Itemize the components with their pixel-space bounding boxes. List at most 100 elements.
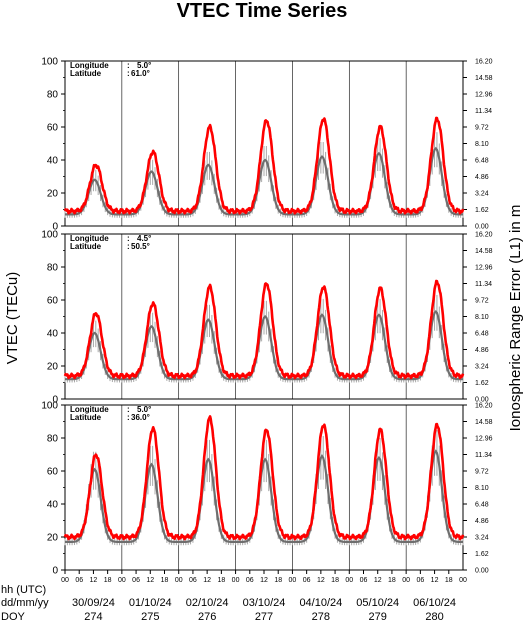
y-tick-label: 80 [47, 434, 59, 445]
station-info: Longitude:5.0° Latitude:36.0° [70, 405, 151, 422]
hour-tick-label: 12 [374, 577, 382, 584]
doy-label: 277 [255, 611, 273, 623]
date-label: 30/09/24 [72, 597, 115, 609]
y-tick-label: 80 [47, 90, 59, 101]
reference-line [65, 449, 463, 544]
hour-tick-label: 18 [445, 577, 453, 584]
x-row-label: dd/mm/yy [1, 597, 49, 609]
latitude-colon: : [127, 242, 130, 251]
y-tick-label: 40 [47, 156, 59, 167]
date-label: 03/10/24 [243, 597, 286, 609]
hour-tick-label: 00 [232, 577, 240, 584]
current-line [63, 279, 465, 380]
y-right-tick-label: 4.86 [475, 518, 489, 525]
chart-title: VTEC Time Series [177, 0, 348, 22]
current-line [63, 415, 465, 541]
panels-group: 0 20 40 60 80 100 0.00 1.62 3.24 4.86 6.48 8.10 9.72… [41, 57, 492, 577]
hour-tick-label: 00 [175, 577, 183, 584]
date-label: 02/10/24 [186, 597, 229, 609]
latitude-colon: : [127, 69, 130, 78]
longitude-colon: : [127, 234, 130, 243]
hour-tick-label: 18 [104, 577, 112, 584]
y-right-tick-label: 12.96 [475, 436, 493, 443]
hour-tick-label: 18 [331, 577, 339, 584]
station-info: Longitude:4.5° Latitude:50.5° [70, 234, 151, 251]
panel-3: 0 20 40 60 80 100 0.00 1.62 3.24 4.86 6.48 8.10 9.72… [41, 401, 492, 577]
station-info: Longitude:5.0° Latitude:61.0° [70, 61, 151, 78]
y-tick-label: 100 [41, 230, 58, 241]
y-right-tick-label: 12.96 [475, 92, 493, 99]
y-right-tick-label: 11.34 [475, 452, 492, 459]
longitude-colon: : [127, 405, 130, 414]
y-right-tick-label: 0.00 [475, 397, 489, 404]
y-right-tick-label: 16.20 [475, 59, 493, 66]
y-tick-label: 40 [47, 500, 59, 511]
y-axis-label: VTEC (TECu) [4, 272, 21, 365]
panel-frame [64, 60, 464, 227]
y-right-tick-label: 16.20 [475, 403, 493, 410]
hour-tick-label: 12 [317, 577, 325, 584]
hour-tick-label: 12 [203, 577, 211, 584]
x-axis-group: hh (UTC)dd/mm/yy DOY 00 06 12 18 30/09/24 274 00… [1, 570, 467, 623]
latitude-value: 61.0° [131, 69, 150, 78]
x-row-label: DOY [1, 611, 26, 623]
y-tick-label: 100 [41, 57, 58, 68]
longitude-colon: : [127, 61, 130, 70]
hour-tick-label: 18 [274, 577, 282, 584]
y-right-tick-label: 9.72 [475, 298, 489, 305]
y-right-tick-label: 1.62 [475, 380, 489, 387]
y-right-tick-label: 14.58 [475, 419, 493, 426]
y-right-tick-label: 3.24 [475, 535, 489, 542]
y-right-tick-label: 6.48 [475, 158, 489, 165]
y-tick-label: 20 [47, 362, 59, 373]
y-tick-label: 0 [52, 222, 58, 233]
longitude-value: 4.5° [137, 234, 151, 243]
latitude-label: Latitude [70, 69, 102, 78]
y-right-tick-label: 0.00 [475, 568, 489, 575]
y-right-tick-label: 3.24 [475, 191, 489, 198]
y-right-tick-label: 1.62 [475, 207, 489, 214]
hour-tick-label: 00 [118, 577, 126, 584]
hour-tick-label: 12 [146, 577, 154, 584]
hour-tick-label: 18 [217, 577, 225, 584]
hour-tick-label: 18 [388, 577, 396, 584]
y-right-tick-label: 6.48 [475, 331, 489, 338]
latitude-colon: : [127, 413, 130, 422]
latitude-label: Latitude [70, 242, 102, 251]
panel-2: 0 20 40 60 80 100 0.00 1.62 3.24 4.86 6.48 8.10 9.72… [41, 230, 492, 406]
hour-tick-label: 12 [431, 577, 439, 584]
y-tick-label: 20 [47, 189, 59, 200]
y-right-tick-label: 16.20 [475, 232, 493, 239]
reference-series [64, 430, 464, 546]
hour-tick-label: 06 [132, 577, 140, 584]
longitude-value: 5.0° [137, 405, 151, 414]
current-line [63, 116, 465, 215]
hour-tick-label: 06 [416, 577, 424, 584]
reference-series [64, 132, 464, 218]
y-right-tick-label: 14.58 [475, 248, 493, 255]
doy-label: 279 [369, 611, 387, 623]
reference-line [65, 310, 463, 381]
y-right-tick-label: 1.62 [475, 551, 489, 558]
reference-line [65, 146, 463, 216]
y-right-tick-label: 14.58 [475, 75, 493, 82]
hour-tick-label: 06 [246, 577, 254, 584]
hour-tick-label: 06 [189, 577, 197, 584]
doy-label: 274 [84, 611, 102, 623]
y-right-tick-label: 6.48 [475, 502, 489, 509]
latitude-value: 50.5° [131, 242, 150, 251]
doy-label: 275 [141, 611, 159, 623]
y-tick-label: 40 [47, 329, 59, 340]
hour-tick-label: 00 [61, 577, 69, 584]
hour-tick-label: 12 [260, 577, 268, 584]
y-right-tick-label: 11.34 [475, 281, 492, 288]
hour-tick-label: 12 [90, 577, 98, 584]
y-axis-right-label: Ionospheric Range Error (L1) in m [507, 205, 524, 432]
y-tick-label: 0 [52, 566, 58, 577]
y-right-tick-label: 12.96 [475, 265, 493, 272]
doy-label: 278 [312, 611, 330, 623]
hour-tick-label: 06 [75, 577, 83, 584]
y-tick-label: 80 [47, 263, 59, 274]
latitude-label: Latitude [70, 413, 102, 422]
